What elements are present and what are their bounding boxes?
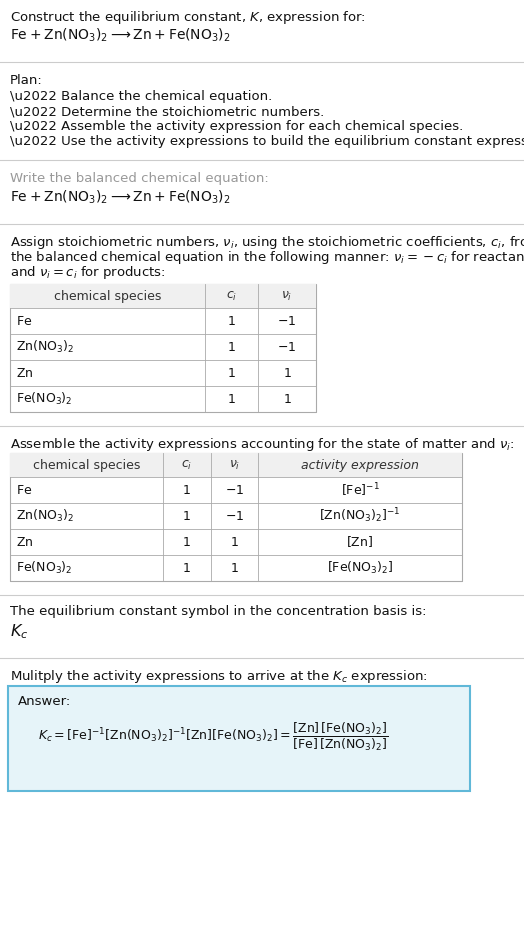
Text: $\nu_i$: $\nu_i$ (229, 458, 240, 472)
Text: Mulitply the activity expressions to arrive at the $K_c$ expression:: Mulitply the activity expressions to arr… (10, 668, 428, 685)
Text: $c_i$: $c_i$ (226, 289, 237, 303)
Text: Assemble the activity expressions accounting for the state of matter and $\nu_i$: Assemble the activity expressions accoun… (10, 436, 515, 453)
Bar (10, 284, 316, 412)
Text: 1: 1 (183, 510, 191, 523)
Text: $\mathrm{Fe + Zn(NO_3)_2 \longrightarrow Zn + Fe(NO_3)_2}$: $\mathrm{Fe + Zn(NO_3)_2 \longrightarrow… (10, 27, 231, 45)
Bar (10, 453, 462, 477)
Text: $1$: $1$ (230, 562, 239, 574)
Text: $K_c = [\mathrm{Fe}]^{-1}[\mathrm{Zn(NO_3)_2}]^{-1}[\mathrm{Zn}][\mathrm{Fe(NO_3: $K_c = [\mathrm{Fe}]^{-1}[\mathrm{Zn(NO_… (38, 721, 388, 754)
Text: $c_i$: $c_i$ (181, 458, 193, 472)
Text: $\mathrm{Zn}$: $\mathrm{Zn}$ (16, 366, 34, 380)
Text: $\mathrm{Zn(NO_3)_2}$: $\mathrm{Zn(NO_3)_2}$ (16, 339, 74, 355)
Text: Plan:: Plan: (10, 74, 43, 87)
Text: \u2022 Determine the stoichiometric numbers.: \u2022 Determine the stoichiometric numb… (10, 105, 324, 118)
Text: $1$: $1$ (282, 393, 291, 405)
Text: $K_c$: $K_c$ (10, 622, 28, 641)
Text: The equilibrium constant symbol in the concentration basis is:: The equilibrium constant symbol in the c… (10, 605, 427, 618)
Text: \u2022 Assemble the activity expression for each chemical species.: \u2022 Assemble the activity expression … (10, 120, 463, 133)
Text: $\mathrm{Fe + Zn(NO_3)_2 \longrightarrow Zn + Fe(NO_3)_2}$: $\mathrm{Fe + Zn(NO_3)_2 \longrightarrow… (10, 189, 231, 206)
Text: $[\mathrm{Zn(NO_3)_2}]^{-1}$: $[\mathrm{Zn(NO_3)_2}]^{-1}$ (319, 507, 401, 526)
Text: $\mathrm{Fe}$: $\mathrm{Fe}$ (16, 314, 32, 327)
Text: $[\mathrm{Fe}]^{-1}$: $[\mathrm{Fe}]^{-1}$ (341, 481, 379, 499)
Text: \u2022 Use the activity expressions to build the equilibrium constant expression: \u2022 Use the activity expressions to b… (10, 135, 524, 148)
Text: Answer:: Answer: (18, 695, 71, 708)
Text: $\mathrm{Fe}$: $\mathrm{Fe}$ (16, 483, 32, 496)
Text: $-1$: $-1$ (225, 510, 244, 523)
Text: 1: 1 (183, 562, 191, 574)
Text: 1: 1 (183, 535, 191, 549)
Text: $\nu_i$: $\nu_i$ (281, 289, 293, 303)
Text: chemical species: chemical species (33, 458, 140, 472)
Text: $\mathrm{Fe(NO_3)_2}$: $\mathrm{Fe(NO_3)_2}$ (16, 560, 73, 576)
Text: $\mathrm{Fe(NO_3)_2}$: $\mathrm{Fe(NO_3)_2}$ (16, 391, 73, 407)
Text: $\mathrm{Zn}$: $\mathrm{Zn}$ (16, 535, 34, 549)
Text: Write the balanced chemical equation:: Write the balanced chemical equation: (10, 172, 269, 185)
Text: $-1$: $-1$ (277, 314, 297, 327)
Text: $-1$: $-1$ (277, 341, 297, 353)
Text: \u2022 Balance the chemical equation.: \u2022 Balance the chemical equation. (10, 90, 272, 103)
Bar (8, 686, 470, 791)
Text: chemical species: chemical species (54, 289, 161, 303)
Text: 1: 1 (183, 483, 191, 496)
Text: $\mathrm{Zn(NO_3)_2}$: $\mathrm{Zn(NO_3)_2}$ (16, 508, 74, 524)
Text: $1$: $1$ (230, 535, 239, 549)
Text: $-1$: $-1$ (225, 483, 244, 496)
Text: 1: 1 (227, 393, 235, 405)
Text: 1: 1 (227, 314, 235, 327)
Bar (10, 453, 462, 581)
Text: $[\mathrm{Zn}]$: $[\mathrm{Zn}]$ (346, 534, 374, 549)
Text: activity expression: activity expression (301, 458, 419, 472)
Text: and $\nu_i = c_i$ for products:: and $\nu_i = c_i$ for products: (10, 264, 166, 281)
Text: Assign stoichiometric numbers, $\nu_i$, using the stoichiometric coefficients, $: Assign stoichiometric numbers, $\nu_i$, … (10, 234, 524, 251)
Text: Construct the equilibrium constant, $K$, expression for:: Construct the equilibrium constant, $K$,… (10, 9, 366, 26)
Text: the balanced chemical equation in the following manner: $\nu_i = -c_i$ for react: the balanced chemical equation in the fo… (10, 249, 524, 266)
Text: $[\mathrm{Fe(NO_3)_2}]$: $[\mathrm{Fe(NO_3)_2}]$ (326, 560, 394, 576)
Text: 1: 1 (227, 366, 235, 380)
Text: 1: 1 (227, 341, 235, 353)
Text: $1$: $1$ (282, 366, 291, 380)
Bar (10, 284, 316, 308)
